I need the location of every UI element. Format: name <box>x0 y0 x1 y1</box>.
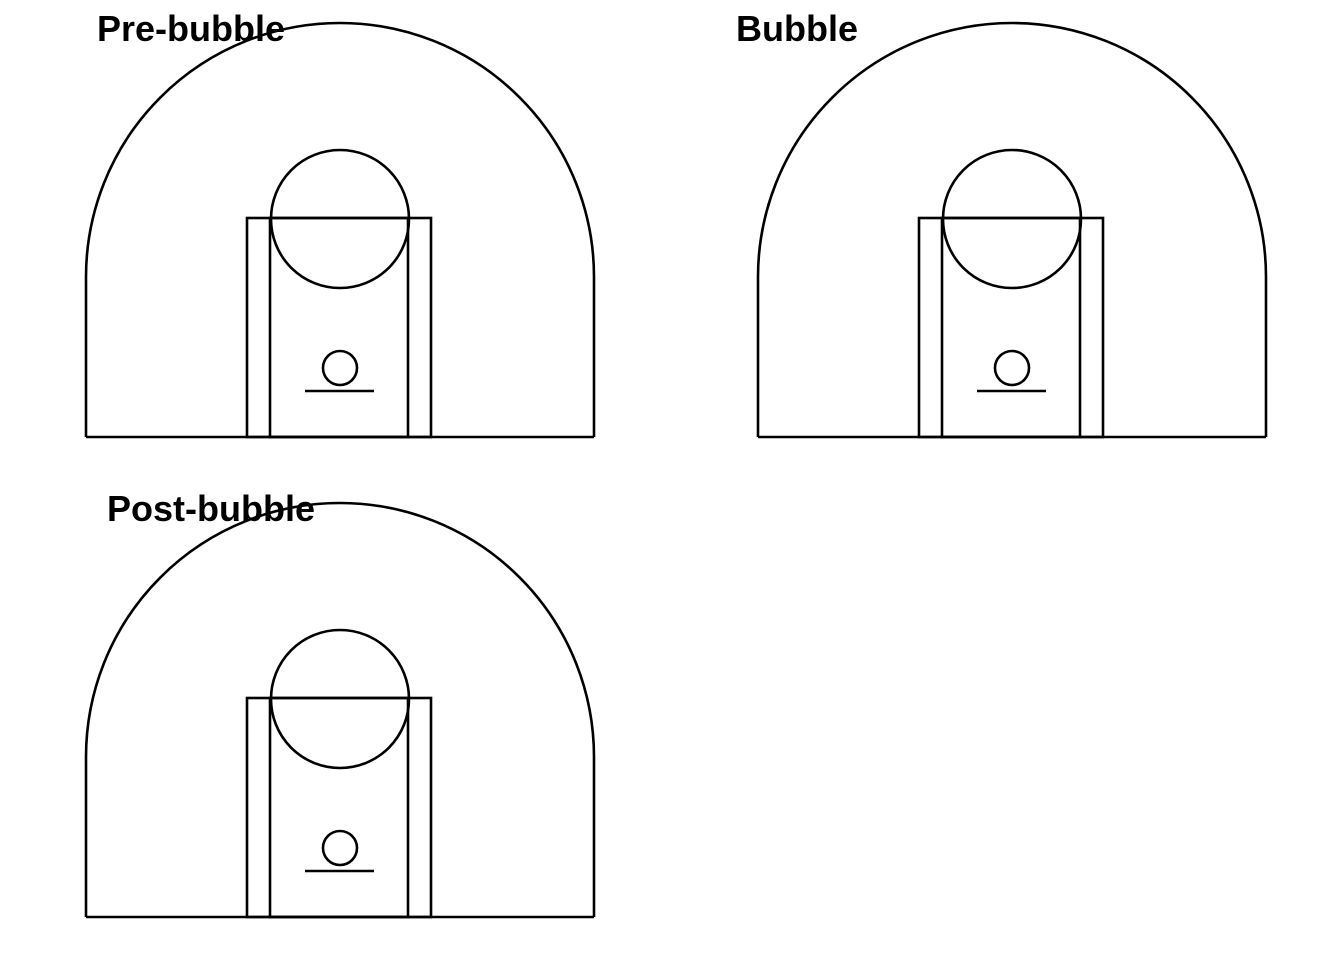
free-throw-circle <box>269 628 411 770</box>
free-throw-circle <box>941 148 1083 290</box>
inner-lane <box>940 216 1082 439</box>
panel-title: Bubble <box>736 8 858 49</box>
rim <box>993 349 1031 387</box>
outer-lane <box>245 216 433 439</box>
outer-lane <box>917 216 1105 439</box>
panel-title: Post-bubble <box>107 488 315 529</box>
inner-lane <box>268 216 410 439</box>
three-point-line <box>756 21 1268 437</box>
half-court <box>84 501 596 919</box>
panel-bubble: Bubble <box>672 0 1344 480</box>
panel-title: Pre-bubble <box>97 8 286 49</box>
three-point-line <box>84 21 596 437</box>
panel-pre-bubble: Pre-bubble <box>0 0 672 480</box>
rim <box>321 829 359 867</box>
rim <box>321 349 359 387</box>
half-court <box>84 21 596 439</box>
outer-lane <box>245 696 433 919</box>
inner-lane <box>268 696 410 919</box>
panel-post-bubble: Post-bubble <box>0 480 672 960</box>
half-court <box>756 21 1268 439</box>
free-throw-circle <box>269 148 411 290</box>
three-point-line <box>84 501 596 917</box>
